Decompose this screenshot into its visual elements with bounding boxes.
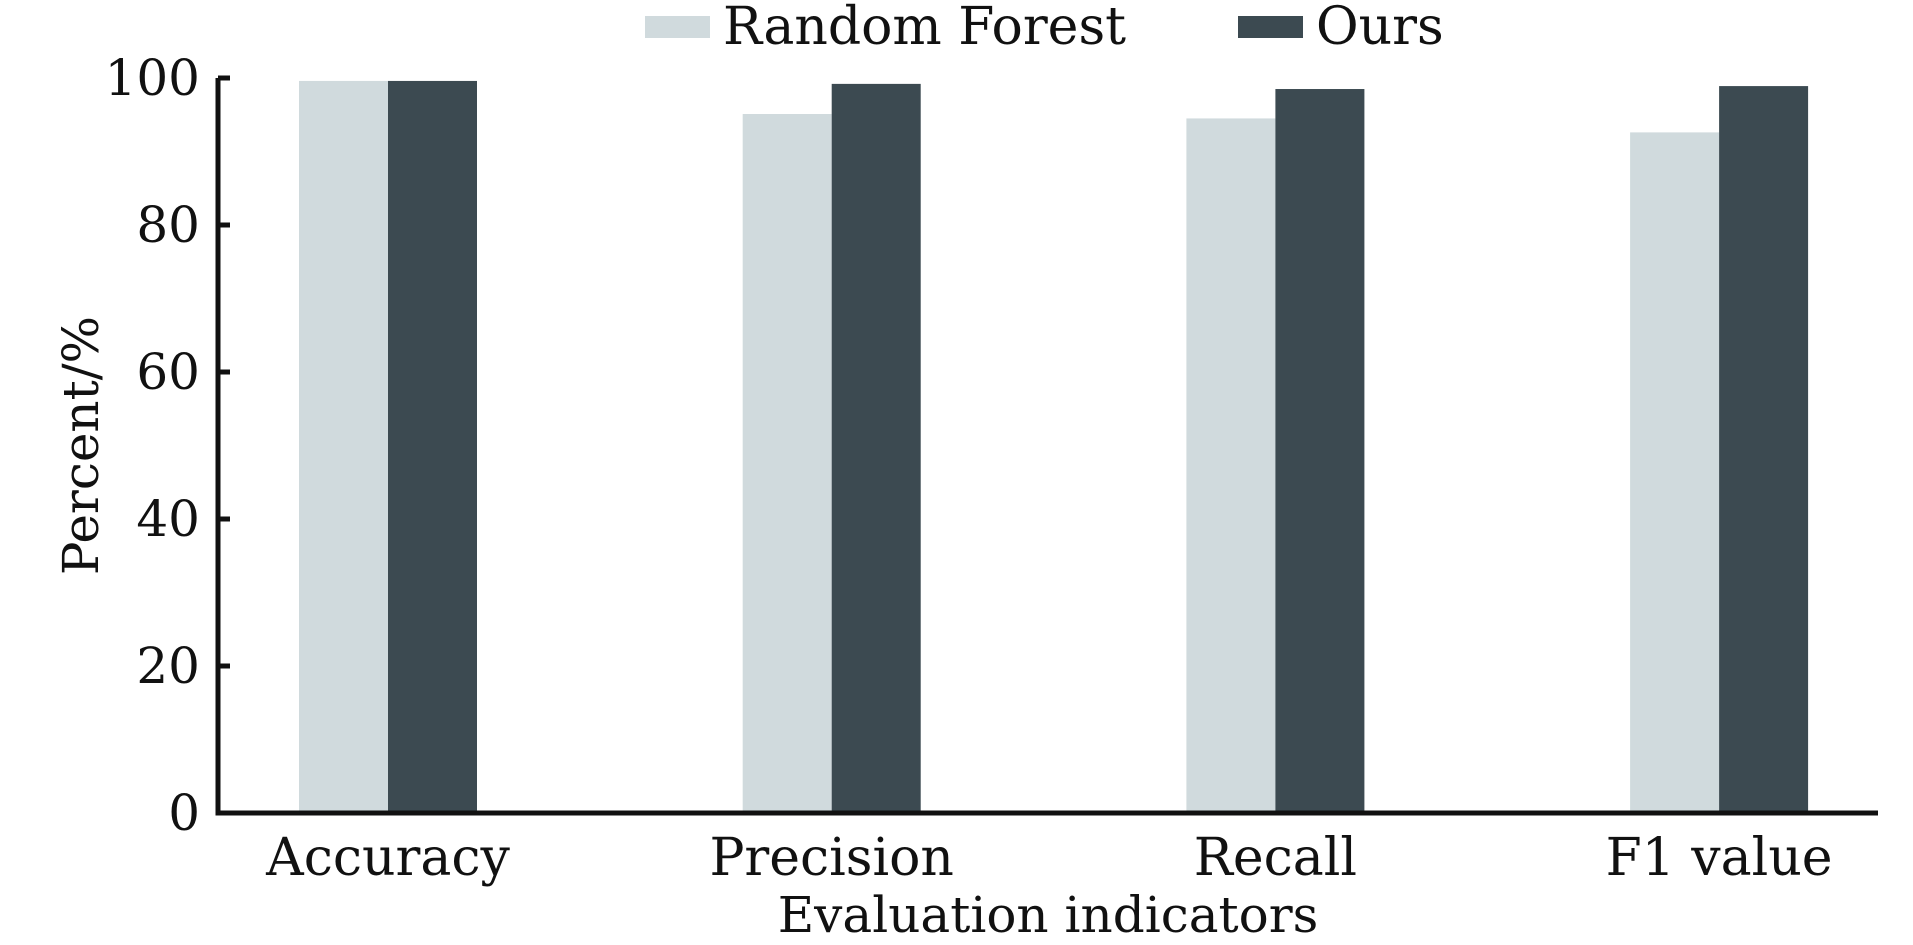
x-category-label: Precision: [709, 828, 954, 888]
bar-ours-recall: [1275, 89, 1365, 813]
y-tick-label: 0: [168, 784, 200, 842]
bars: [299, 80, 1809, 814]
y-tick-label: 40: [136, 490, 200, 548]
bar-random-forest-f1-value: [1630, 132, 1720, 813]
y-tick-label: 20: [136, 637, 200, 695]
legend-label: Random Forest: [723, 0, 1126, 57]
y-tick-label: 100: [105, 49, 200, 107]
x-category-label: Accuracy: [265, 828, 510, 888]
bar-ours-accuracy: [388, 80, 477, 813]
bar-random-forest-accuracy: [299, 80, 388, 813]
legend-swatch-random-forest: [645, 16, 710, 38]
x-labels: Accuracy Precision Recall F1 value: [265, 828, 1832, 888]
y-ticks: 0 20 40 60 80 100: [105, 49, 230, 842]
legend-label: Ours: [1316, 0, 1444, 57]
legend-swatch-ours: [1238, 16, 1303, 38]
x-category-label: Recall: [1194, 828, 1357, 888]
y-axis-title: Percent/%: [52, 316, 110, 575]
bar-random-forest-recall: [1186, 118, 1276, 814]
y-tick-label: 80: [136, 196, 200, 254]
bar-ours-f1-value: [1719, 86, 1809, 813]
bar-ours-precision: [831, 83, 921, 813]
y-tick-label: 60: [136, 343, 200, 401]
axes: [215, 78, 1878, 816]
x-category-label: F1 value: [1606, 828, 1833, 888]
bar-random-forest-precision: [742, 114, 832, 813]
x-axis-title: Evaluation indicators: [778, 886, 1319, 944]
legend: Random Forest Ours: [645, 0, 1444, 57]
